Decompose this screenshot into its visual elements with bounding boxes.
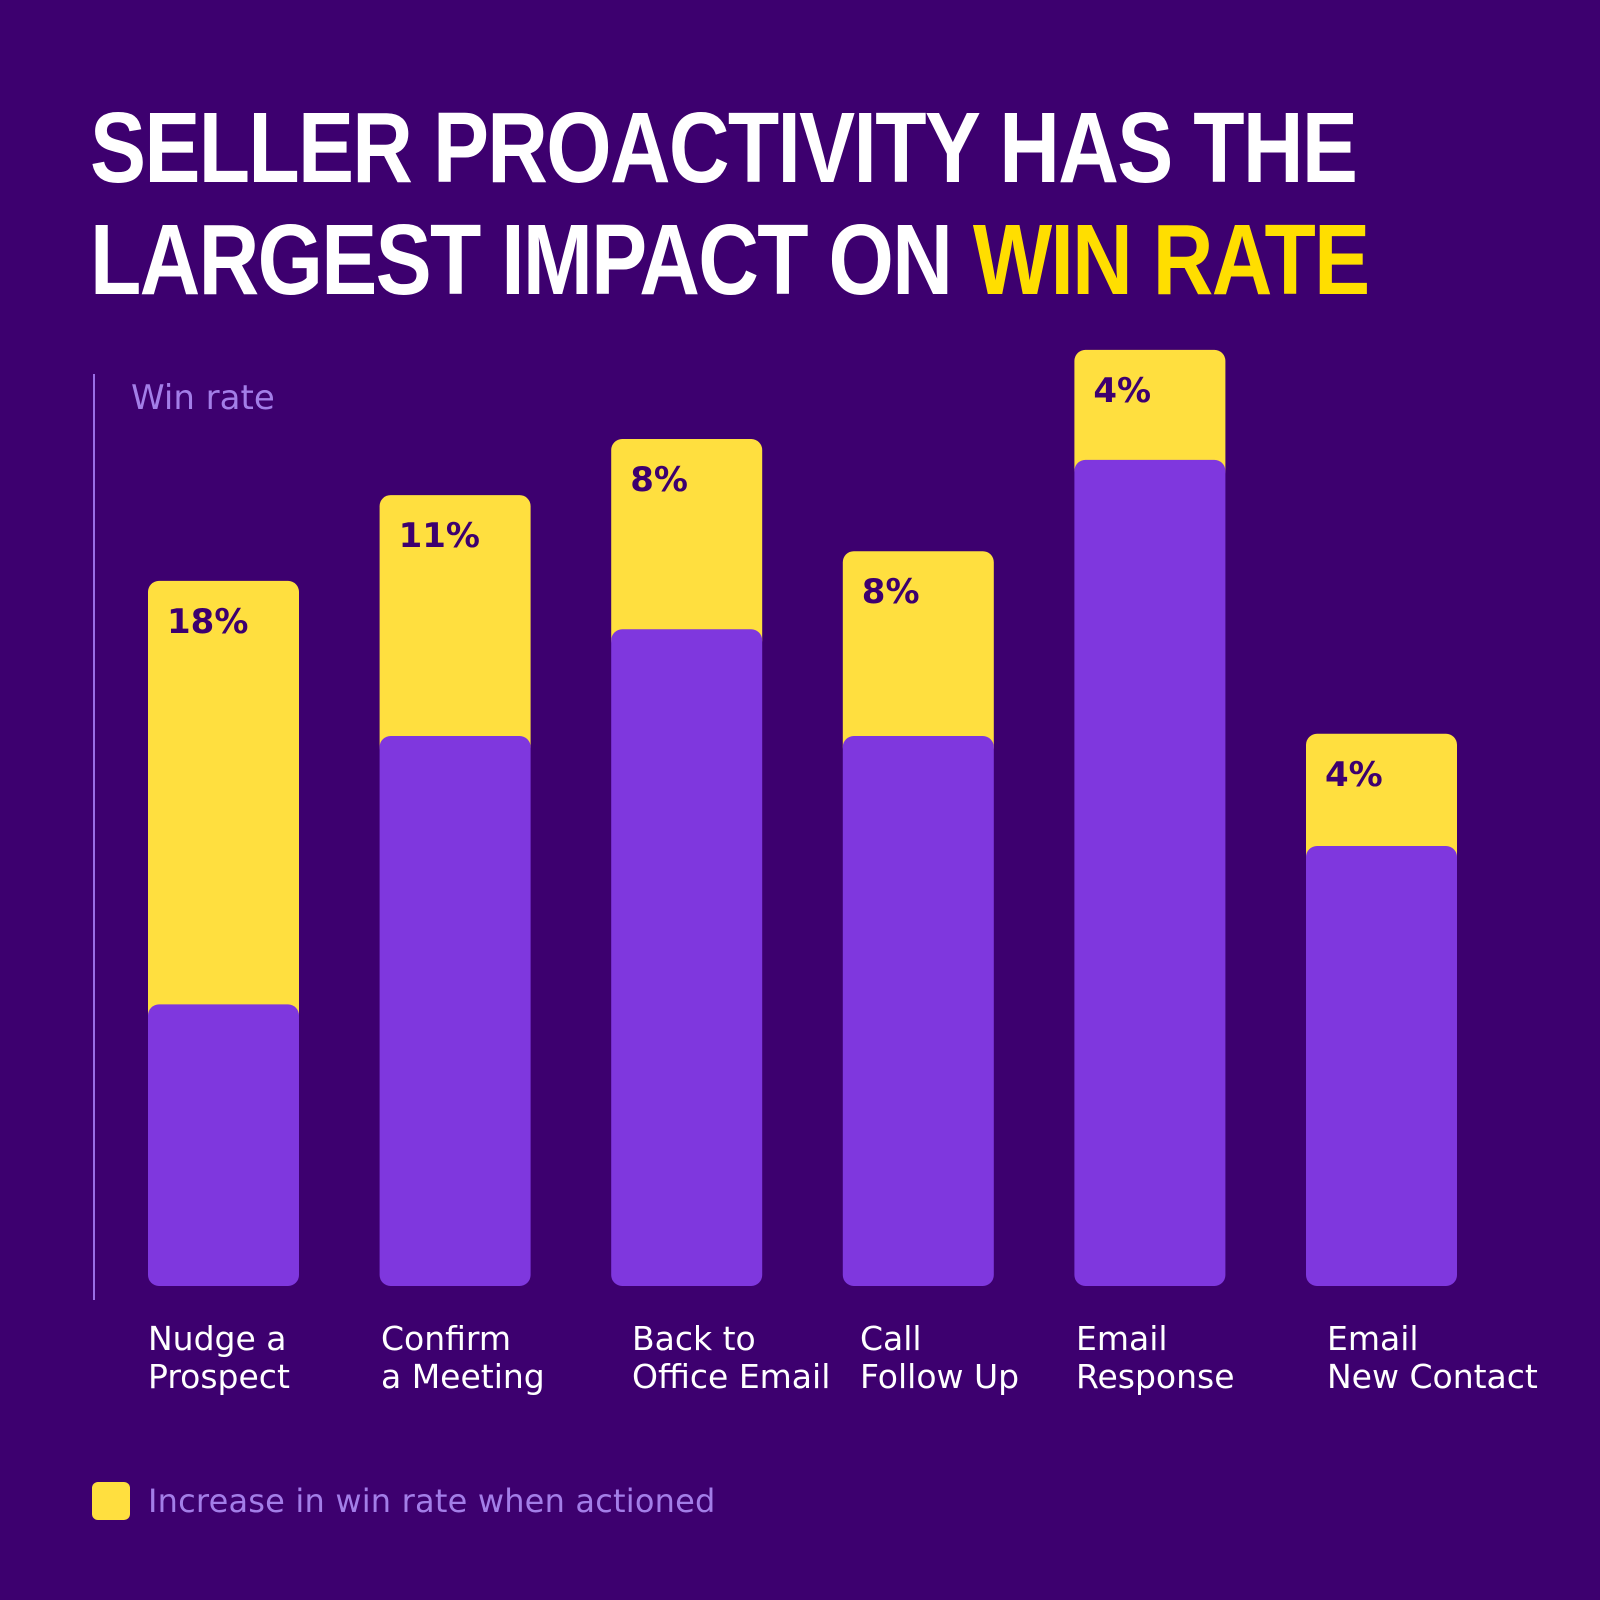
bar-value-label-1: 11% — [399, 516, 480, 556]
legend-swatch-increase — [92, 1482, 130, 1520]
bars-group: 18% 11% 8% 8% 4% 4% — [148, 349, 1457, 1286]
category-label-0: Nudge a Prospect — [148, 1319, 290, 1396]
bar-value-label-4: 4% — [1093, 371, 1151, 411]
win-rate-bar-chart: Win rate 18% 11% 8% 8% 4% 4% Nudge a Prospect C… — [93, 349, 1538, 1396]
bar-base-0 — [148, 1004, 299, 1286]
bar-increase-3 — [842, 551, 994, 758]
bar-increase-4 — [1074, 349, 1226, 482]
bar-base-2 — [611, 629, 763, 1286]
bar-value-label-0: 18% — [167, 602, 248, 642]
chart-title: SELLER PROACTIVITY HAS THE LARGEST IMPAC… — [90, 92, 1370, 316]
legend-label: Increase in win rate when actioned — [148, 1482, 716, 1520]
category-label-2: Back to Office Email — [632, 1319, 830, 1396]
bar-increase-5 — [1306, 733, 1457, 868]
bar-increase-1 — [379, 495, 531, 758]
title-highlight: WIN RATE — [972, 204, 1370, 316]
bar-base-5 — [1306, 846, 1457, 1286]
y-axis-label: Win rate — [131, 378, 275, 418]
bar-base-1 — [379, 736, 531, 1286]
bar-increase-0 — [148, 580, 299, 1027]
bar-increase-2 — [611, 439, 763, 652]
category-label-4: Email Response — [1076, 1319, 1235, 1396]
category-label-5: Email New Contact — [1327, 1319, 1538, 1396]
category-labels-group: Nudge a Prospect Confirm a Meeting Back to Of… — [148, 1319, 1538, 1396]
bar-base-4 — [1074, 459, 1226, 1286]
bar-value-label-2: 8% — [630, 460, 688, 500]
bar-value-label-3: 8% — [862, 572, 920, 612]
title-line-2: LARGEST IMPACT ON — [90, 204, 973, 316]
title-line-1: SELLER PROACTIVITY HAS THE — [90, 92, 1358, 204]
category-label-3: Call Follow Up — [860, 1319, 1019, 1396]
category-label-1: Confirm a Meeting — [381, 1319, 545, 1396]
legend: Increase in win rate when actioned — [92, 1482, 716, 1520]
bar-base-3 — [842, 736, 994, 1286]
bar-value-label-5: 4% — [1325, 755, 1383, 795]
